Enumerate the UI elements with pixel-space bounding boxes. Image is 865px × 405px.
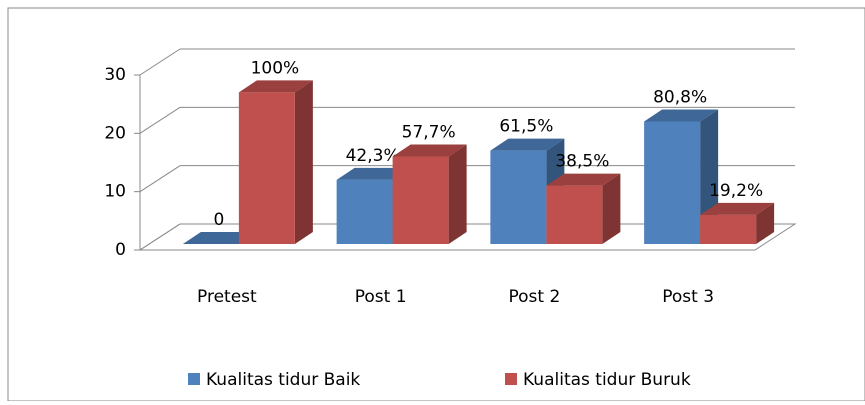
- data-label: 80,8%: [653, 88, 707, 108]
- x-tick-label: Post 1: [355, 287, 407, 307]
- data-label: 42,3%: [346, 146, 400, 166]
- bar-face: [490, 138, 565, 151]
- data-label: 61,5%: [499, 117, 553, 137]
- bar-face: [392, 144, 467, 157]
- bar-face: [602, 173, 621, 244]
- data-label: 38,5%: [555, 152, 609, 172]
- bar-face: [756, 202, 775, 244]
- data-label: 19,2%: [709, 181, 763, 201]
- bar-face: [490, 150, 547, 244]
- data-label: 57,7%: [402, 123, 456, 143]
- legend-label: Kualitas tidur Buruk: [523, 370, 691, 390]
- bar: [392, 144, 467, 244]
- bar-face: [448, 144, 467, 244]
- bar-face: [644, 121, 701, 244]
- grid-line: [139, 223, 181, 251]
- legend-label: Kualitas tidur Baik: [206, 370, 360, 390]
- bar-face: [546, 173, 621, 186]
- bar: [546, 173, 621, 244]
- bar-face: [294, 80, 313, 244]
- data-label: 0: [213, 210, 224, 230]
- x-tick-label: Post 3: [662, 287, 714, 307]
- bar-face: [546, 185, 603, 244]
- bar-face: [336, 179, 393, 244]
- bar: [238, 80, 313, 244]
- y-tick-label: 0: [115, 240, 126, 260]
- x-tick-label: Post 2: [508, 287, 560, 307]
- legend-swatch: [505, 373, 517, 385]
- grid-line: [139, 106, 181, 134]
- bar: [182, 232, 257, 244]
- bar: [700, 202, 775, 244]
- grid-line: [139, 48, 181, 76]
- y-tick-label: 10: [104, 182, 126, 202]
- y-tick-label: 30: [104, 65, 126, 85]
- bar-face: [392, 156, 449, 244]
- bar-face: [336, 167, 411, 180]
- bar-face: [700, 202, 775, 215]
- bar-face: [238, 92, 295, 244]
- bar-face: [644, 109, 719, 122]
- grid-line: [139, 165, 181, 193]
- legend-swatch: [188, 373, 200, 385]
- data-label: 100%: [251, 58, 300, 78]
- y-tick-label: 20: [104, 123, 126, 143]
- bar-face: [182, 232, 257, 244]
- x-tick-label: Pretest: [197, 287, 257, 307]
- bar-face: [700, 214, 757, 244]
- bar-face: [238, 80, 313, 93]
